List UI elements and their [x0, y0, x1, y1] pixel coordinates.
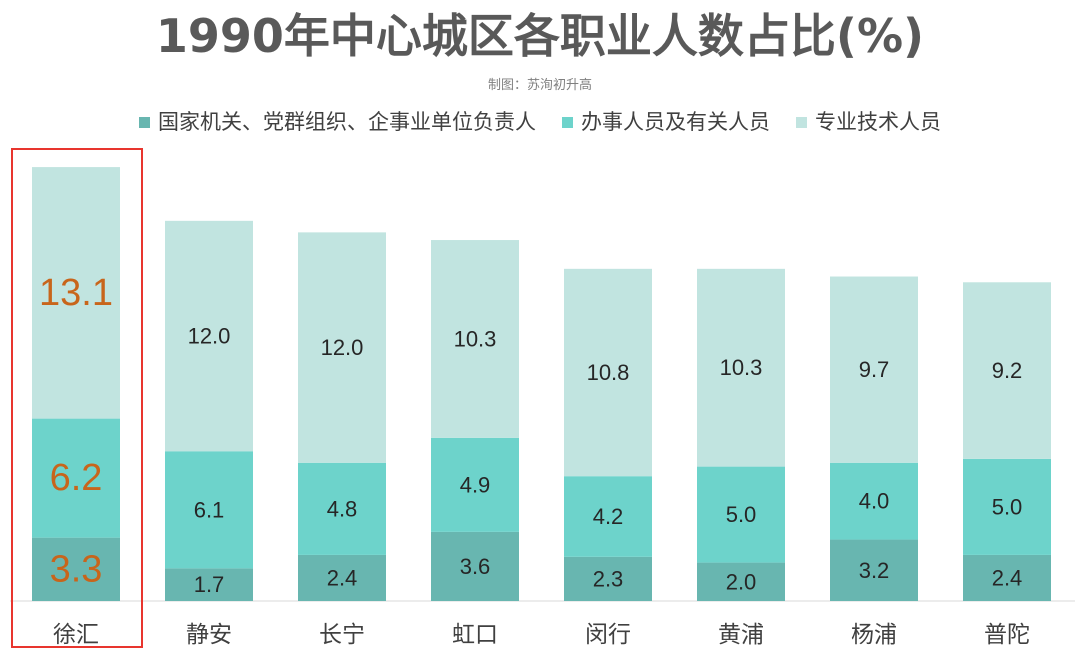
data-label-静安-1: 6.1	[194, 497, 225, 522]
bar-segment-静安-0	[165, 568, 253, 601]
data-label-虹口-0: 3.6	[460, 554, 491, 579]
chart-subtitle: 制图：苏洵初升高	[487, 78, 592, 93]
bar-segment-杨浦-2	[830, 276, 918, 463]
data-label-长宁-0: 2.4	[327, 565, 358, 590]
category-label-长宁: 长宁	[319, 622, 365, 648]
bar-segment-杨浦-0	[830, 539, 918, 601]
bar-segment-黄浦-0	[697, 562, 785, 601]
data-label-徐汇-1: 6.2	[50, 457, 103, 499]
legend-item-clerks: 办事人员及有关人员	[562, 108, 770, 136]
bar-segment-黄浦-2	[697, 268, 785, 467]
data-label-黄浦-2: 10.3	[720, 355, 763, 380]
bar-segment-黄浦-1	[697, 466, 785, 563]
bar-segment-徐汇-2	[32, 167, 120, 419]
data-label-徐汇-2: 13.1	[39, 272, 113, 314]
legend-item-leaders: 国家机关、党群组织、企事业单位负责人	[139, 108, 536, 136]
data-label-虹口-1: 4.9	[460, 472, 491, 497]
legend-label-clerks: 办事人员及有关人员	[581, 110, 770, 134]
category-label-普陀: 普陀	[984, 622, 1030, 648]
bar-segment-普陀-2	[963, 282, 1051, 459]
legend: 国家机关、党群组织、企事业单位负责人 办事人员及有关人员 专业技术人员	[0, 108, 1080, 136]
bar-segment-静安-2	[165, 220, 253, 452]
data-label-普陀-1: 5.0	[992, 494, 1023, 519]
legend-label-professionals: 专业技术人员	[815, 110, 941, 134]
category-label-虹口: 虹口	[452, 622, 498, 648]
bar-segment-虹口-2	[431, 240, 519, 438]
data-label-闵行-1: 4.2	[593, 504, 624, 529]
legend-swatch-professionals	[796, 116, 807, 128]
data-label-杨浦-2: 9.7	[859, 357, 890, 382]
bar-segment-普陀-1	[963, 458, 1051, 555]
data-label-长宁-2: 12.0	[321, 335, 364, 360]
data-label-黄浦-1: 5.0	[726, 502, 757, 527]
data-label-长宁-1: 4.8	[327, 496, 358, 521]
legend-swatch-clerks	[562, 116, 573, 128]
category-label-静安: 静安	[186, 622, 232, 648]
bar-segment-长宁-1	[298, 462, 386, 555]
bar-segment-徐汇-1	[32, 418, 120, 538]
bar-segment-徐汇-0	[32, 537, 120, 601]
data-label-虹口-2: 10.3	[454, 326, 497, 351]
bar-segment-杨浦-1	[830, 462, 918, 540]
bar-segment-虹口-0	[431, 531, 519, 601]
category-label-闵行: 闵行	[585, 622, 631, 648]
legend-label-leaders: 国家机关、党群组织、企事业单位负责人	[158, 110, 536, 134]
data-label-普陀-0: 2.4	[992, 565, 1023, 590]
data-label-静安-0: 1.7	[194, 572, 225, 597]
category-label-杨浦: 杨浦	[851, 622, 897, 648]
category-label-徐汇: 徐汇	[53, 622, 99, 648]
highlight-box-xuhui	[11, 148, 143, 648]
bar-segment-闵行-2	[564, 268, 652, 477]
data-label-杨浦-0: 3.2	[859, 558, 890, 583]
data-label-杨浦-1: 4.0	[859, 489, 890, 514]
bar-segment-闵行-0	[564, 556, 652, 601]
bar-segment-长宁-0	[298, 554, 386, 601]
legend-item-professionals: 专业技术人员	[796, 108, 941, 136]
data-label-闵行-2: 10.8	[587, 360, 630, 385]
data-label-闵行-0: 2.3	[593, 566, 624, 591]
bar-segment-普陀-0	[963, 554, 1051, 601]
bar-segment-闵行-1	[564, 476, 652, 557]
data-label-静安-2: 12.0	[188, 324, 231, 349]
data-label-黄浦-0: 2.0	[726, 569, 757, 594]
bar-segment-虹口-1	[431, 437, 519, 532]
bar-segment-静安-1	[165, 451, 253, 569]
bar-segment-长宁-2	[298, 232, 386, 463]
data-label-徐汇-0: 3.3	[50, 548, 103, 590]
chart-title: 1990年中心城区各职业人数占比(%)	[155, 9, 925, 63]
legend-swatch-leaders	[139, 116, 150, 128]
category-label-黄浦: 黄浦	[718, 622, 764, 648]
data-label-普陀-2: 9.2	[992, 358, 1023, 383]
